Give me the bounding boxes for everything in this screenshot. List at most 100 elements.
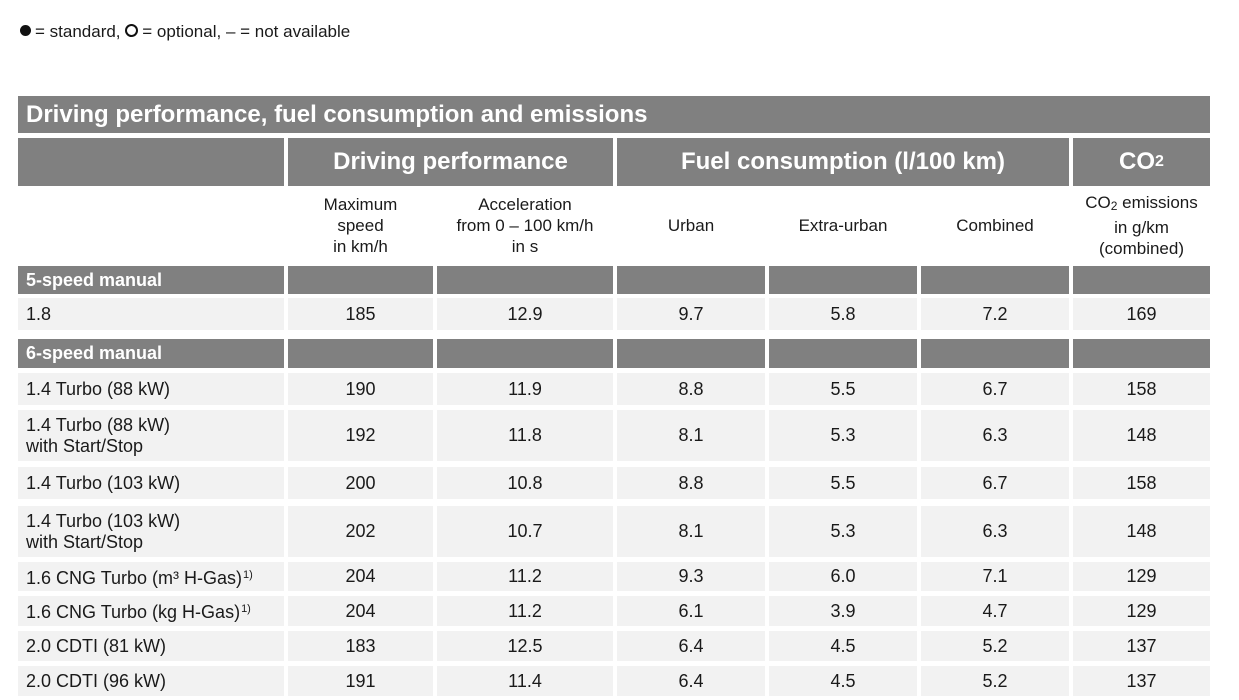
table-cell-accel: 11.4 <box>437 666 613 696</box>
table-cell-urban: 8.1 <box>617 506 765 557</box>
table-cell-co2: 137 <box>1073 631 1210 661</box>
group-header-co2: CO 2 <box>1073 138 1210 186</box>
colhead-line: in g/km <box>1114 217 1169 237</box>
section-header: 5-speed manual <box>18 266 284 294</box>
table-cell-combined: 5.2 <box>921 631 1069 661</box>
engine-label: 1.4 Turbo (88 kW) with Start/Stop <box>18 410 284 461</box>
section-header-cell <box>769 339 917 368</box>
table-cell-combined: 5.2 <box>921 666 1069 696</box>
table-cell-combined: 6.7 <box>921 373 1069 405</box>
table-cell-extra: 3.9 <box>769 596 917 626</box>
engine-name: 1.8 <box>26 303 52 324</box>
table-cell-accel: 10.7 <box>437 506 613 557</box>
colhead-extra-urban: Extra-urban <box>769 188 917 262</box>
table-cell-speed: 204 <box>288 596 433 626</box>
engine-label: 1.6 CNG Turbo (m³ H-Gas)1) <box>18 562 284 591</box>
colhead-acceleration: Acceleration from 0 – 100 km/h in s <box>437 188 613 262</box>
table-cell-urban: 9.7 <box>617 298 765 330</box>
table-cell-accel: 12.9 <box>437 298 613 330</box>
group-header-driving: Driving performance <box>288 138 613 186</box>
table-cell-co2: 148 <box>1073 506 1210 557</box>
section-header-cell <box>617 266 765 294</box>
table-cell-accel: 11.2 <box>437 562 613 591</box>
co2-sub: 2 <box>1155 153 1164 170</box>
co2-main: CO <box>1119 148 1156 175</box>
footnote-marker: 1) <box>243 568 253 581</box>
section-header-cell <box>1073 339 1210 368</box>
table-cell-combined: 4.7 <box>921 596 1069 626</box>
optional-ring-icon <box>125 24 139 38</box>
table-cell-accel: 10.8 <box>437 467 613 499</box>
engine-name: 1.6 CNG Turbo (kg H-Gas) <box>26 602 241 622</box>
engine-label: 1.4 Turbo (103 kW) <box>18 467 284 499</box>
colhead-line: from 0 – 100 km/h <box>456 215 594 235</box>
colhead-line: in s <box>511 236 539 256</box>
colhead-line: (combined) <box>1098 238 1185 258</box>
standard-dot-icon <box>20 25 31 37</box>
footnote-marker: 1) <box>241 603 251 615</box>
table-cell-extra: 5.5 <box>769 373 917 405</box>
section-header: 6-speed manual <box>18 339 284 368</box>
engine-label: 2.0 CDTI (81 kW) <box>18 631 284 661</box>
table-cell-co2: 158 <box>1073 373 1210 405</box>
engine-name: 1.4 Turbo (88 kW) <box>26 378 171 399</box>
table-cell-accel: 11.2 <box>437 596 613 626</box>
section-header-cell <box>437 266 613 294</box>
colhead-line: in km/h <box>333 236 388 256</box>
section-header-cell <box>288 339 433 368</box>
engine-name: 1.4 Turbo (103 kW) <box>26 510 181 531</box>
section-header-cell <box>921 339 1069 368</box>
legend-optional: = optional, <box>142 22 222 41</box>
table-cell-speed: 192 <box>288 410 433 461</box>
section-header-cell <box>437 339 613 368</box>
engine-label: 1.4 Turbo (88 kW) <box>18 373 284 405</box>
engine-label: 1.4 Turbo (103 kW) with Start/Stop <box>18 506 284 557</box>
table-cell-co2: 169 <box>1073 298 1210 330</box>
engine-name: 1.6 CNG Turbo (m³ H-Gas) <box>26 567 243 588</box>
colhead-urban: Urban <box>617 188 765 262</box>
engine-label: 1.6 CNG Turbo (kg H-Gas)1) <box>18 596 284 626</box>
table-cell-speed: 200 <box>288 467 433 499</box>
table-cell-extra: 5.8 <box>769 298 917 330</box>
table-cell-combined: 6.7 <box>921 467 1069 499</box>
colhead-co2-emissions: CO2 emissions in g/km (combined) <box>1073 188 1210 262</box>
section-header-cell <box>1073 266 1210 294</box>
colhead-max-speed: Maximum speed in km/h <box>288 188 433 262</box>
engine-label: 1.8 <box>18 298 284 330</box>
table-cell-combined: 7.1 <box>921 562 1069 591</box>
colhead-line: Acceleration <box>478 194 572 214</box>
table-cell-co2: 137 <box>1073 666 1210 696</box>
legend: = standard, = optional, – = not availabl… <box>20 20 350 44</box>
table-title: Driving performance, fuel consumption an… <box>18 96 1210 133</box>
table-cell-extra: 5.5 <box>769 467 917 499</box>
table-cell-accel: 11.9 <box>437 373 613 405</box>
table-cell-co2: 148 <box>1073 410 1210 461</box>
group-header-blank <box>18 138 284 186</box>
table-cell-co2: 129 <box>1073 596 1210 626</box>
table-cell-combined: 7.2 <box>921 298 1069 330</box>
colhead-blank <box>18 188 284 262</box>
table-cell-speed: 191 <box>288 666 433 696</box>
table-cell-speed: 190 <box>288 373 433 405</box>
table-cell-co2: 129 <box>1073 562 1210 591</box>
engine-name: 2.0 CDTI (81 kW) <box>26 635 167 656</box>
table-cell-speed: 183 <box>288 631 433 661</box>
table-cell-combined: 6.3 <box>921 410 1069 461</box>
table-cell-extra: 5.3 <box>769 410 917 461</box>
table-cell-accel: 11.8 <box>437 410 613 461</box>
engine-variant: with Start/Stop <box>26 435 144 456</box>
table-cell-extra: 5.3 <box>769 506 917 557</box>
colhead-sub: 2 <box>1110 198 1118 213</box>
table-cell-urban: 8.8 <box>617 467 765 499</box>
engine-name: 2.0 CDTI (96 kW) <box>26 670 167 691</box>
table-cell-speed: 185 <box>288 298 433 330</box>
table-cell-extra: 6.0 <box>769 562 917 591</box>
colhead-combined: Combined <box>921 188 1069 262</box>
legend-standard: = standard, <box>35 22 121 41</box>
table-cell-accel: 12.5 <box>437 631 613 661</box>
table-cell-combined: 6.3 <box>921 506 1069 557</box>
table-cell-speed: 202 <box>288 506 433 557</box>
group-header-fuel: Fuel consumption (l/100 km) <box>617 138 1069 186</box>
section-header-cell <box>769 266 917 294</box>
table-cell-urban: 8.8 <box>617 373 765 405</box>
